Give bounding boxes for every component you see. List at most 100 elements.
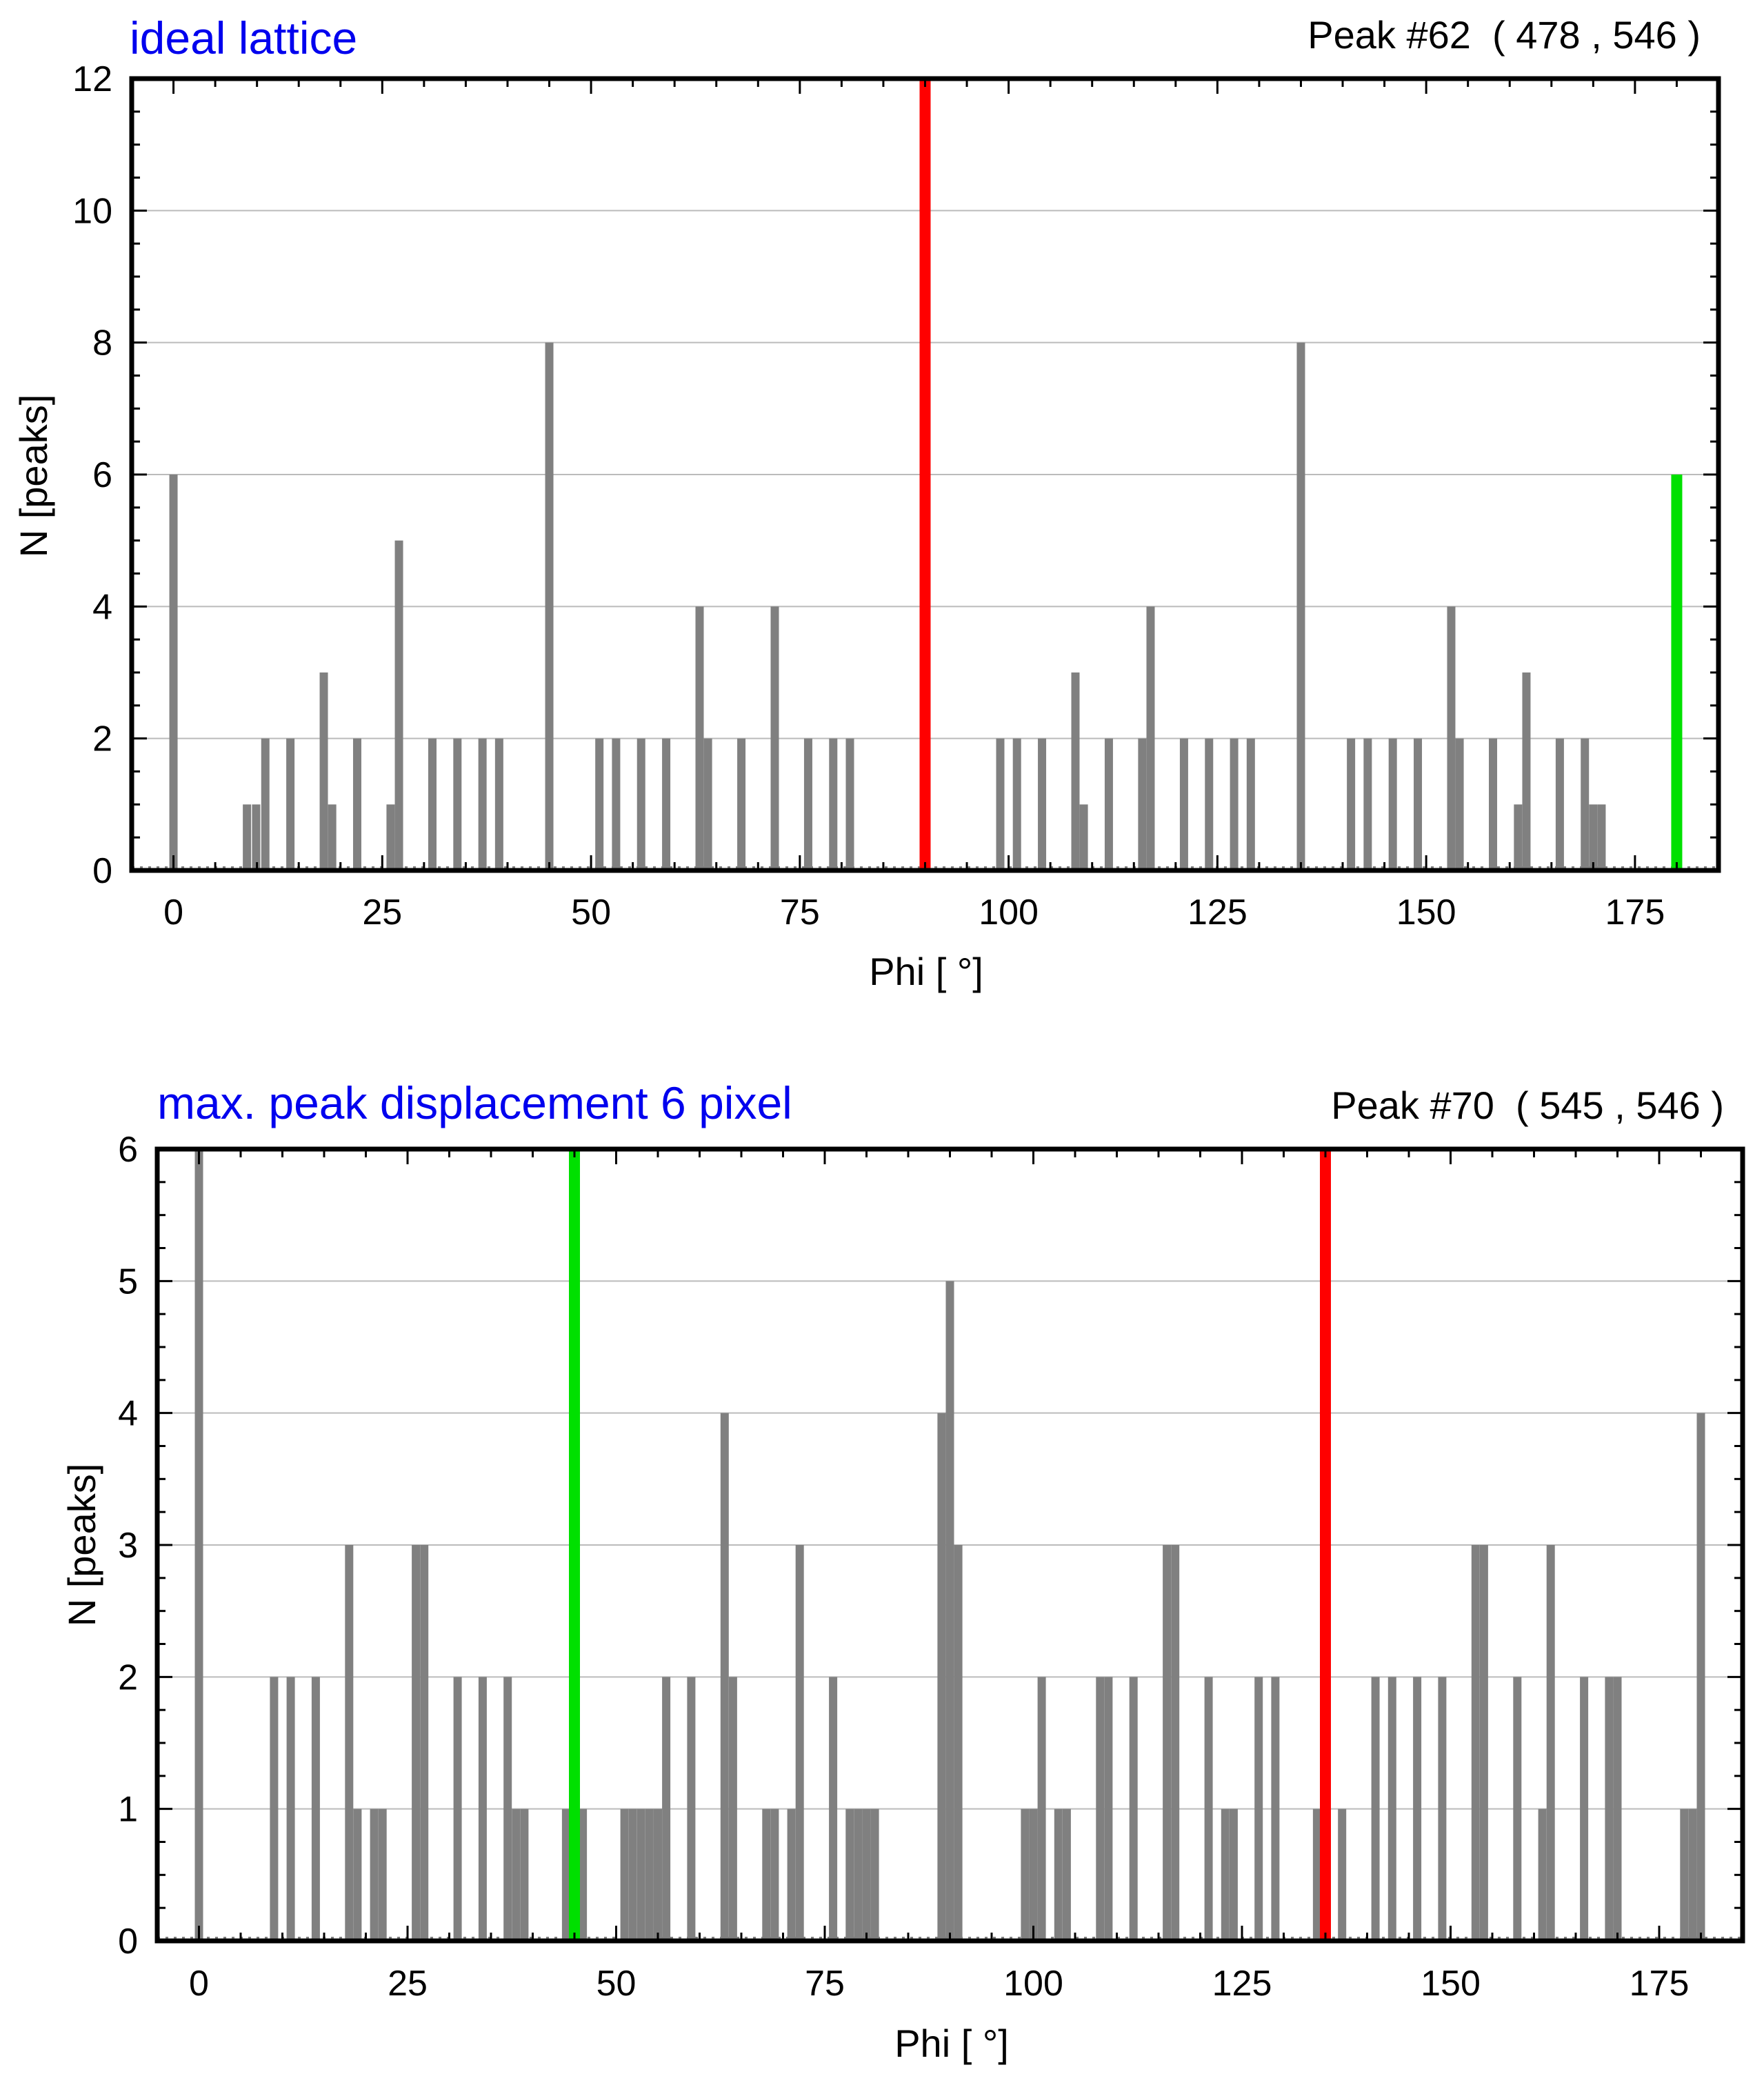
data-bar bbox=[270, 1677, 279, 1941]
data-bar bbox=[854, 1808, 863, 1941]
peak-annotation: Peak #62 ( 478 , 546 ) bbox=[1307, 13, 1701, 57]
chart-title: max. peak displacement 6 pixel bbox=[157, 1077, 792, 1128]
data-bar bbox=[394, 540, 403, 870]
plot-area: 0 25 50 75 100 125 150 175 0 1 2 3 4 5 6 bbox=[118, 1130, 1745, 2004]
data-bar bbox=[1038, 738, 1047, 870]
data-bar bbox=[1387, 1677, 1396, 1941]
x-tick-label: 75 bbox=[780, 893, 820, 933]
x-axis-label: Phi [ °] bbox=[869, 950, 983, 993]
data-bar bbox=[352, 738, 361, 870]
data-bar bbox=[1138, 738, 1147, 870]
x-tick-label: 25 bbox=[362, 893, 402, 933]
data-bar bbox=[1296, 342, 1305, 871]
x-tick-label: 100 bbox=[1003, 1964, 1063, 2004]
data-bar bbox=[494, 738, 503, 870]
plot-frame bbox=[129, 76, 1721, 873]
peak-annotation: Peak #70 ( 545 , 546 ) bbox=[1331, 1084, 1724, 1127]
x-tick-label: 25 bbox=[388, 1964, 428, 2004]
data-bar bbox=[169, 475, 178, 870]
data-bar bbox=[762, 1808, 771, 1941]
data-bar bbox=[428, 738, 437, 870]
data-bar bbox=[478, 738, 487, 870]
data-bar bbox=[1413, 1677, 1422, 1941]
data-bar bbox=[1104, 1677, 1113, 1941]
y-tick-label: 8 bbox=[92, 323, 112, 363]
x-tick-label: 75 bbox=[805, 1964, 845, 2004]
data-bar bbox=[1163, 1545, 1172, 1941]
data-bar bbox=[662, 1677, 671, 1941]
data-bar bbox=[1246, 738, 1255, 870]
x-tick-label: 175 bbox=[1605, 893, 1665, 933]
data-bar bbox=[1079, 804, 1088, 870]
data-bar bbox=[370, 1808, 379, 1941]
data-bar bbox=[1062, 1808, 1071, 1941]
x-tick-label: 0 bbox=[163, 893, 183, 933]
data-bar bbox=[1546, 1545, 1555, 1941]
data-bar bbox=[637, 1808, 645, 1941]
red-marker-bar bbox=[1320, 1149, 1331, 1941]
y-tick-label: 2 bbox=[92, 719, 112, 759]
y-tick-label: 0 bbox=[92, 851, 112, 891]
data-bar bbox=[252, 804, 261, 870]
plot-area: 0 25 50 75 100 125 150 175 0 2 4 6 8 10 12 bbox=[72, 59, 1721, 933]
data-bar bbox=[194, 1149, 203, 1941]
x-tick-label: 125 bbox=[1187, 893, 1247, 933]
data-bar bbox=[1037, 1677, 1046, 1941]
data-bar bbox=[945, 1281, 954, 1941]
data-bar bbox=[1438, 1677, 1447, 1941]
data-bar bbox=[579, 1808, 588, 1941]
data-bar bbox=[996, 738, 1005, 870]
data-bar bbox=[520, 1808, 529, 1941]
data-bar bbox=[1414, 738, 1423, 870]
y-tick-label: 4 bbox=[118, 1394, 138, 1434]
y-tick-label: 2 bbox=[118, 1657, 138, 1697]
data-bar bbox=[1555, 738, 1564, 870]
data-bar bbox=[829, 738, 838, 870]
y-axis-label: N [peaks] bbox=[12, 395, 55, 558]
y-tick-label: 6 bbox=[92, 455, 112, 495]
y-tick-label: 10 bbox=[72, 191, 112, 231]
data-bar bbox=[1580, 1677, 1589, 1941]
data-bar bbox=[687, 1677, 696, 1941]
data-bar bbox=[1254, 1677, 1263, 1941]
chart-panel-ideal-lattice: ideal lattice Peak #62 ( 478 , 546 ) Phi… bbox=[12, 12, 1721, 993]
data-bar bbox=[1338, 1808, 1347, 1941]
data-bar bbox=[1229, 1808, 1238, 1941]
data-bar bbox=[1071, 672, 1080, 870]
data-bar bbox=[1221, 1808, 1230, 1941]
data-bar bbox=[1455, 738, 1464, 870]
data-bar bbox=[1589, 804, 1598, 870]
data-bar bbox=[1129, 1677, 1138, 1941]
x-tick-label: 50 bbox=[571, 893, 611, 933]
data-bar bbox=[845, 738, 854, 870]
x-tick-label: 175 bbox=[1630, 1964, 1690, 2004]
data-bar bbox=[654, 1808, 662, 1941]
data-bar bbox=[1605, 1677, 1614, 1941]
data-bar bbox=[637, 738, 645, 870]
data-bar bbox=[345, 1545, 354, 1941]
data-bar bbox=[770, 1808, 779, 1941]
data-bar bbox=[1471, 1545, 1480, 1941]
data-bar bbox=[620, 1808, 629, 1941]
data-bar bbox=[1613, 1677, 1622, 1941]
data-bar bbox=[695, 606, 704, 870]
y-tick-label: 5 bbox=[118, 1262, 138, 1302]
data-bar bbox=[845, 1808, 854, 1941]
data-bar bbox=[311, 1677, 320, 1941]
data-bar bbox=[1514, 804, 1523, 870]
red-marker-bar bbox=[919, 79, 931, 870]
y-tick-label: 6 bbox=[118, 1130, 138, 1170]
data-bar bbox=[1522, 672, 1531, 870]
data-bar bbox=[1538, 1808, 1547, 1941]
data-bar bbox=[795, 1545, 804, 1941]
y-tick-label: 4 bbox=[92, 587, 112, 627]
x-tick-label: 100 bbox=[979, 893, 1039, 933]
data-bar bbox=[612, 738, 621, 870]
chart-panel-peak-displacement: max. peak displacement 6 pixel Peak #70 … bbox=[60, 1077, 1745, 2065]
data-bar bbox=[954, 1545, 963, 1941]
data-bar bbox=[628, 1808, 637, 1941]
data-bar bbox=[1388, 738, 1397, 870]
y-axis-label: N [peaks] bbox=[60, 1464, 103, 1627]
data-bar bbox=[545, 342, 554, 871]
